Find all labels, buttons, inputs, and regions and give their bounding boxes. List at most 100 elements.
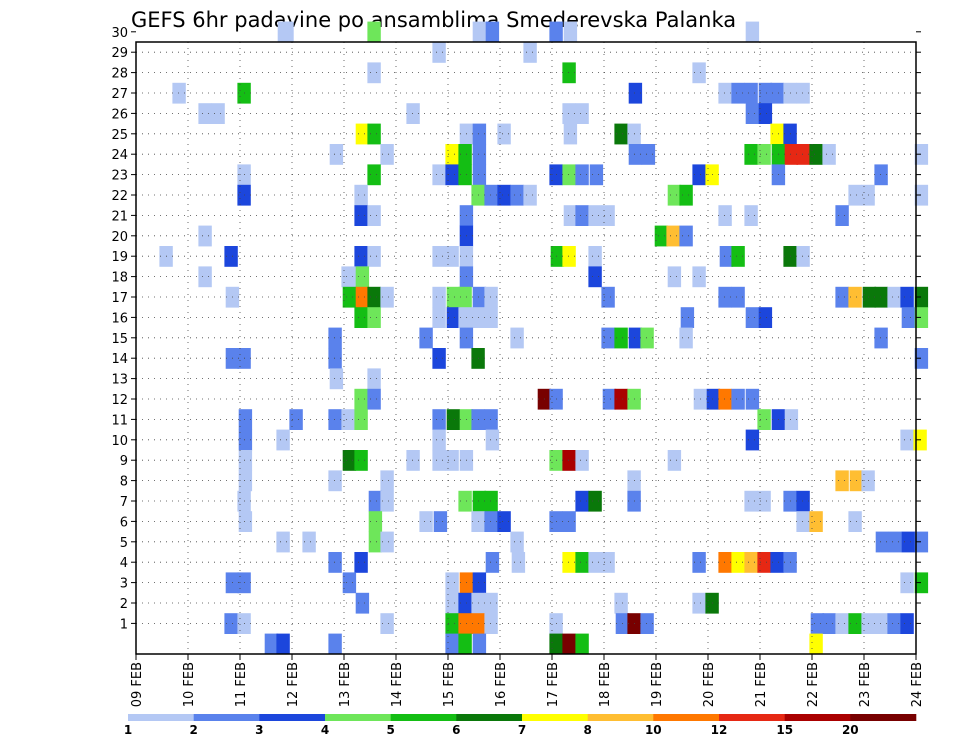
legend-label: 2 [190,723,198,737]
heatmap-cell [238,450,253,471]
y-tick-label: 5 [120,536,128,551]
heatmap-cell [432,429,446,451]
heatmap-cell [731,246,745,267]
y-tick-label: 8 [120,475,128,490]
heatmap-cell [485,552,500,573]
heatmap-cell [809,144,823,165]
y-tick-label: 14 [111,352,128,367]
heatmap-cell [862,286,877,308]
heatmap-cell [888,531,903,553]
heatmap-cell [484,613,498,634]
heatmap-cell [770,82,784,104]
heatmap-cell [914,348,929,369]
heatmap-cell [328,633,342,655]
heatmap-cell [602,388,617,410]
heatmap-cell [809,511,823,532]
heatmap-cell [445,572,459,594]
heatmap-cell [628,82,643,104]
heatmap-cell [472,144,487,165]
heatmap-cell [198,266,212,288]
heatmap-cell [432,409,446,430]
legend-swatch [653,714,720,721]
heatmap-cell [380,531,394,553]
heatmap-cell [433,511,448,532]
chart-title: GEFS 6hr padavine po ansamblima Smederev… [131,8,736,32]
heatmap-cell [731,82,745,104]
heatmap-cell [628,144,643,165]
heatmap-cell [796,490,810,512]
y-tick-label: 19 [111,250,128,265]
heatmap-cell [276,531,290,553]
heatmap-cell [900,286,914,308]
heatmap-cell [744,205,758,226]
heatmap-cell [692,592,706,614]
heatmap-cell [367,62,381,84]
heatmap-cell [914,144,929,165]
heatmap-cell [900,572,914,594]
heatmap-cell [575,633,589,655]
heatmap-cell [368,490,383,512]
y-tick-label: 17 [111,291,128,306]
heatmap-cell [484,307,498,328]
heatmap-cell [328,552,342,573]
heatmap-cell [744,552,758,573]
x-tick-label: 11 FEB [234,662,249,707]
heatmap-cell [640,613,654,634]
heatmap-cell [562,103,576,124]
heatmap-cell [458,592,472,614]
heatmap-cell [758,82,773,104]
heatmap-cell [900,429,914,451]
x-tick-label: 10 FEB [182,662,197,707]
y-axis: 1234567891011121314151617181920212223242… [111,26,921,632]
legend-swatch [390,714,457,721]
color-legend: 1 2 3 4 5 6 7 8 10 12 15 20 [124,714,917,737]
heatmap-cell [328,327,342,349]
y-tick-label: 13 [111,373,128,388]
heatmap-cell [328,470,342,492]
legend-swatch [456,714,523,721]
heatmap-cell [289,409,303,430]
heatmap-cell [770,552,784,573]
heatmap-cell [432,307,446,328]
heatmap-cell [484,184,498,206]
legend-label: 10 [645,723,662,737]
x-tick-label: 13 FEB [338,662,353,707]
heatmap-cell [874,164,888,186]
heatmap-cell [614,123,628,145]
heatmap-cell [354,409,368,430]
heatmap-cell [562,511,576,532]
heatmap-cell [380,613,394,634]
heatmap-cell [719,246,734,267]
heatmap-cell [667,450,682,471]
heatmap-cell [745,388,760,410]
heatmap-cell [589,164,604,186]
y-tick-label: 21 [111,209,128,224]
heatmap-cell [510,327,524,349]
heatmap-cell [784,144,799,165]
y-tick-label: 30 [111,26,128,41]
y-tick-label: 23 [111,169,128,184]
x-tick-label: 12 FEB [286,662,301,707]
heatmap-cell [575,103,589,124]
y-tick-label: 25 [111,128,128,143]
heatmap-cell [575,552,589,573]
heatmap-cell [562,246,576,267]
heatmap-cell [745,429,760,451]
y-tick-label: 2 [120,597,128,612]
heatmap-cell [601,286,615,308]
heatmap-cell [628,327,643,349]
heatmap-cell [770,123,784,145]
heatmap-cell [718,205,732,226]
heatmap-cell [238,409,253,430]
heatmap-cell [614,388,628,410]
heatmap-cell [706,388,721,410]
heatmap-cell [172,82,186,104]
heatmap-cell [445,633,459,655]
heatmap-cell [276,429,290,451]
y-tick-label: 28 [111,67,128,82]
x-tick-label: 09 FEB [130,662,145,707]
heatmap-cell [563,205,578,226]
heatmap-cell [354,184,368,206]
legend-label: 8 [584,723,592,737]
y-tick-label: 15 [111,332,128,347]
